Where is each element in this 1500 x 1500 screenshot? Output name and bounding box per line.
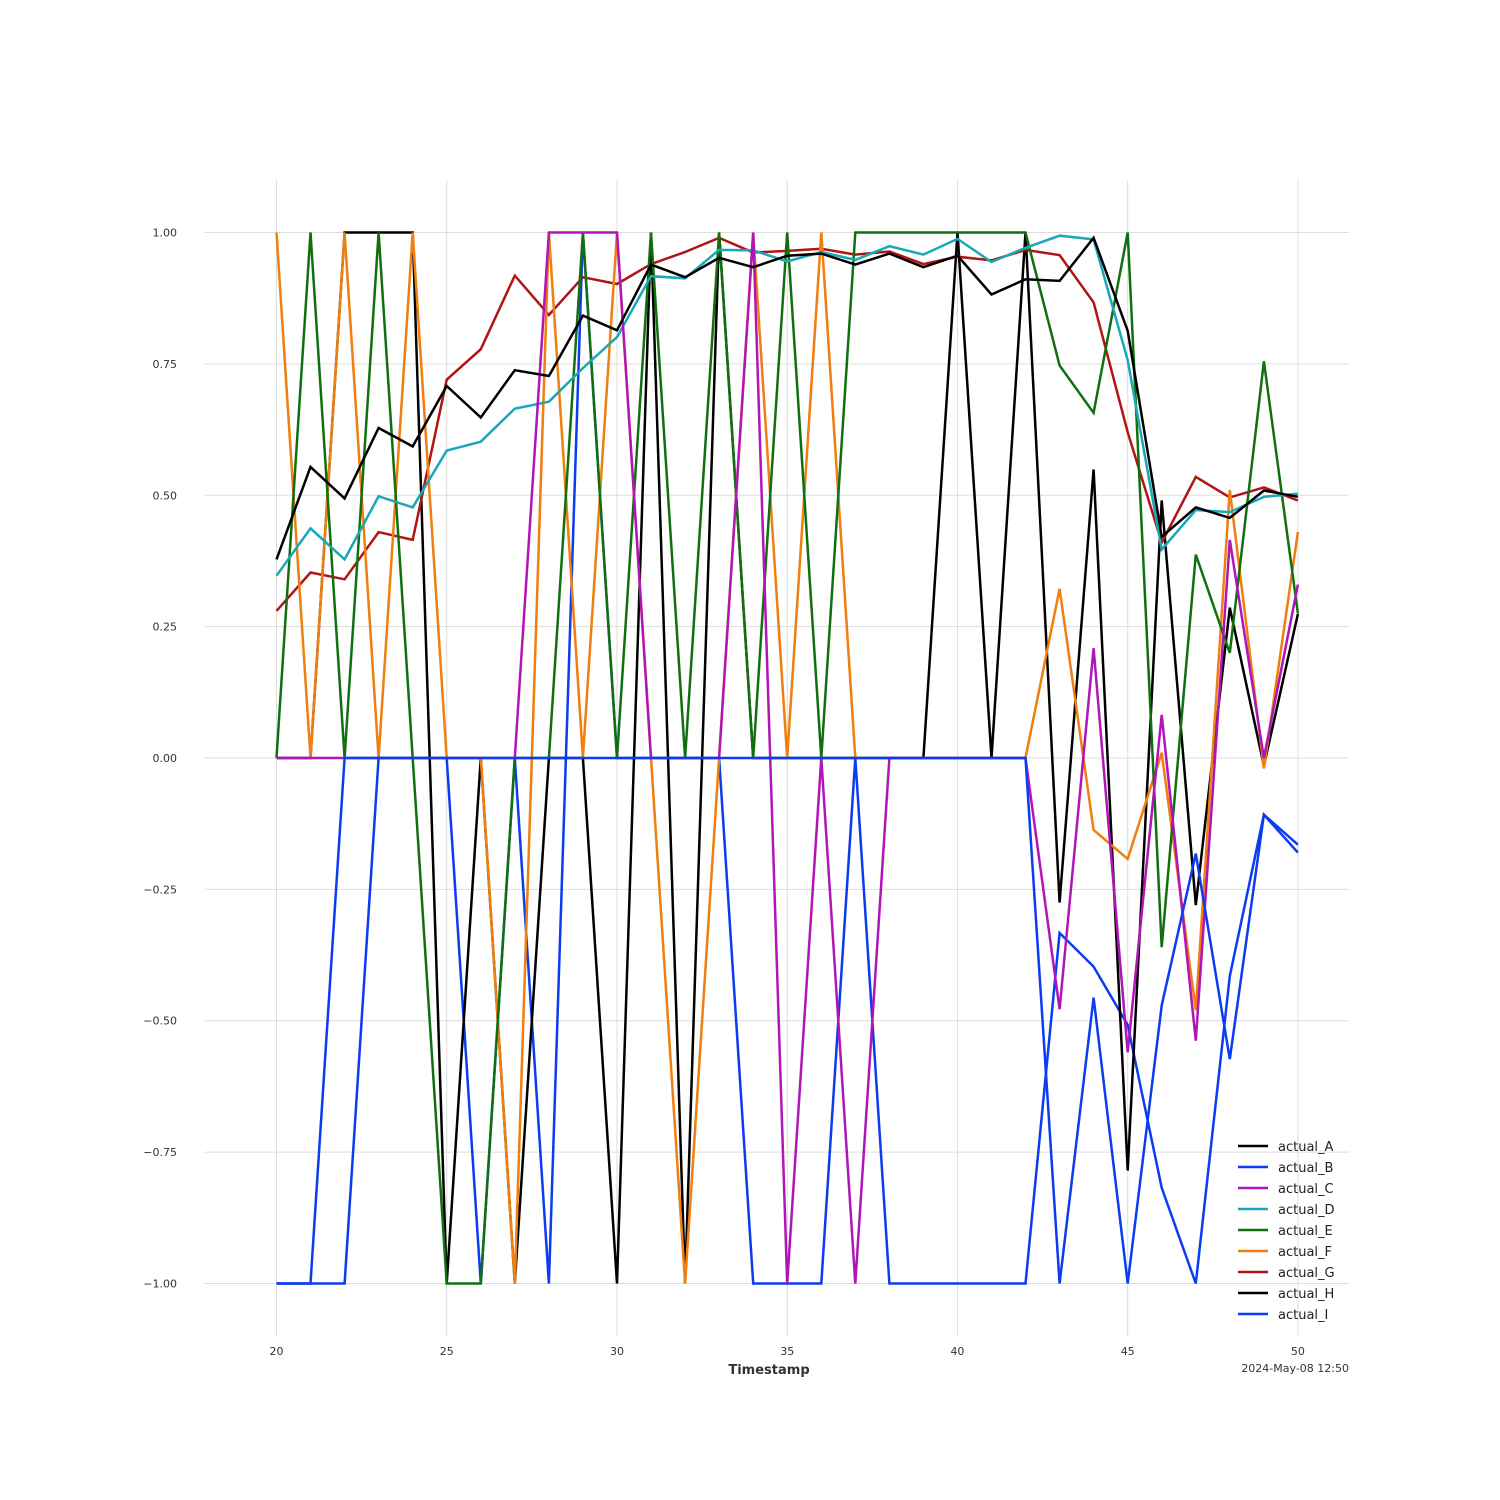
y-tick-label: 0.00 — [153, 752, 178, 765]
legend-entry-label: actual_A — [1278, 1140, 1334, 1155]
y-tick-label: −0.50 — [143, 1015, 177, 1028]
x-tick-label: 35 — [780, 1345, 794, 1358]
x-tick-label: 25 — [440, 1345, 454, 1358]
x-tick-label: 50 — [1291, 1345, 1305, 1358]
legend-entry-label: actual_D — [1278, 1203, 1335, 1218]
legend-entry-label: actual_G — [1278, 1266, 1335, 1281]
y-tick-label: 0.50 — [153, 489, 178, 502]
series-lines — [275, 231, 1300, 1285]
legend-entry-label: actual_I — [1278, 1308, 1328, 1323]
x-tick-label: 45 — [1121, 1345, 1135, 1358]
y-tick-label: −0.75 — [143, 1146, 177, 1159]
x-axis-title: Timestamp — [728, 1363, 809, 1378]
y-tick-label: 0.75 — [153, 358, 178, 371]
legend-entry-label: actual_C — [1278, 1182, 1334, 1197]
y-tick-label: −0.25 — [143, 883, 177, 896]
timestamp-note: 2024-May-08 12:50 — [1241, 1362, 1349, 1375]
y-axis-ticks: −1.00 −0.75 −0.50 −0.25 0.00 0.25 0.50 0.75 1.00 — [143, 227, 177, 1291]
series-line-actual-b — [276, 756, 1299, 1285]
series-line-actual-e — [275, 231, 1300, 1285]
legend-entry-label: actual_H — [1278, 1287, 1334, 1302]
x-axis-ticks: 20 25 30 35 40 45 50 — [270, 1345, 1305, 1358]
x-tick-label: 30 — [610, 1345, 624, 1358]
legend: actual_A actual_B actual_C actual_D actual_E… — [1238, 1140, 1335, 1323]
y-tick-label: 1.00 — [153, 227, 178, 240]
x-tick-label: 20 — [270, 1345, 284, 1358]
series-line-actual-d — [275, 234, 1299, 577]
series-line-actual-a — [275, 235, 1299, 560]
legend-entry-label: actual_F — [1278, 1245, 1332, 1260]
legend-entry-label: actual_E — [1278, 1224, 1333, 1239]
legend-entry-label: actual_B — [1278, 1161, 1333, 1176]
y-tick-label: 0.25 — [153, 621, 178, 634]
y-tick-label: −1.00 — [143, 1277, 177, 1290]
x-tick-label: 40 — [950, 1345, 964, 1358]
